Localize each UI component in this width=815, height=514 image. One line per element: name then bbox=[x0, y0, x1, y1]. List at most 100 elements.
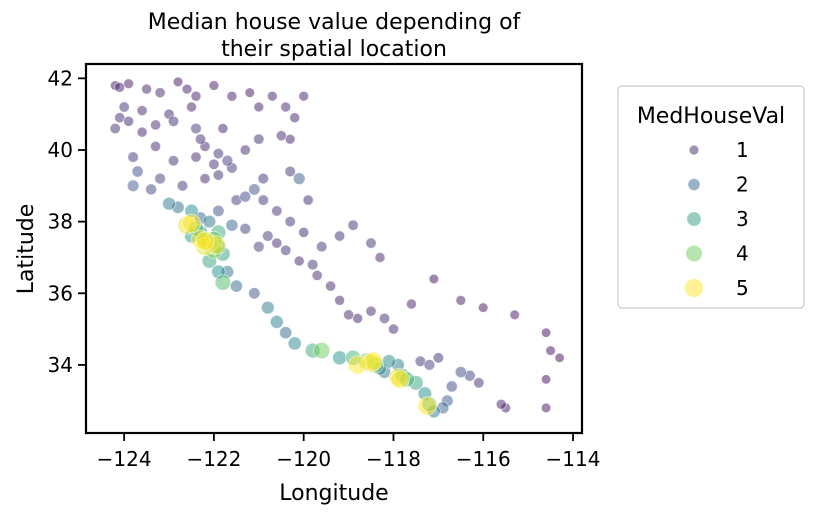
data-point bbox=[244, 87, 256, 98]
y-tick-label: 42 bbox=[48, 66, 73, 90]
data-point bbox=[212, 169, 224, 181]
data-point bbox=[181, 213, 202, 233]
data-point bbox=[284, 165, 296, 178]
data-point bbox=[289, 112, 301, 124]
data-point bbox=[432, 352, 444, 364]
data-point bbox=[208, 158, 220, 170]
data-point bbox=[280, 101, 292, 113]
data-points bbox=[109, 76, 565, 419]
data-point bbox=[167, 155, 180, 167]
data-point bbox=[145, 183, 158, 196]
data-point bbox=[454, 366, 467, 379]
data-point bbox=[545, 345, 556, 356]
data-point bbox=[212, 204, 225, 217]
data-point bbox=[313, 341, 331, 360]
data-point bbox=[195, 231, 215, 251]
data-point bbox=[217, 123, 229, 134]
data-point bbox=[176, 180, 189, 192]
data-point bbox=[293, 255, 305, 267]
data-point bbox=[266, 90, 278, 102]
data-point bbox=[445, 380, 458, 393]
data-point bbox=[208, 80, 220, 91]
data-point bbox=[253, 101, 265, 113]
data-point bbox=[229, 279, 243, 293]
data-point bbox=[540, 402, 552, 414]
data-point bbox=[405, 298, 417, 310]
legend-label: 5 bbox=[736, 276, 749, 300]
chart-title-line-1: Median house value depending of bbox=[148, 10, 522, 35]
data-point bbox=[239, 190, 252, 203]
data-point bbox=[332, 350, 348, 366]
legend-label: 4 bbox=[736, 242, 749, 266]
x-axis-label: Longitude bbox=[279, 481, 388, 506]
data-point bbox=[275, 130, 287, 142]
data-point bbox=[387, 323, 399, 335]
data-point bbox=[455, 295, 467, 306]
data-point bbox=[221, 154, 234, 167]
data-point bbox=[194, 133, 207, 145]
legend-items: 1 2 3 4 5 bbox=[684, 138, 749, 300]
legend-label: 3 bbox=[736, 207, 749, 231]
data-point bbox=[365, 305, 377, 317]
x-tick-label: −116 bbox=[456, 447, 511, 471]
data-point bbox=[190, 122, 202, 135]
x-tick-label: −122 bbox=[186, 447, 241, 471]
data-point bbox=[316, 240, 328, 253]
data-point bbox=[495, 398, 507, 410]
data-point bbox=[381, 354, 397, 369]
data-point bbox=[307, 258, 319, 271]
data-point bbox=[298, 90, 310, 102]
data-point bbox=[333, 230, 346, 242]
legend-marker bbox=[688, 178, 700, 191]
x-tick-label: −114 bbox=[546, 447, 601, 471]
y-tick-label: 34 bbox=[48, 353, 73, 377]
data-point bbox=[248, 287, 261, 300]
legend-label: 2 bbox=[736, 173, 749, 197]
data-point bbox=[374, 252, 386, 263]
chart-title-line-2: their spatial location bbox=[221, 37, 447, 62]
x-tick-label: −124 bbox=[97, 447, 152, 471]
data-point bbox=[109, 122, 121, 135]
data-point bbox=[150, 119, 162, 131]
data-point bbox=[509, 309, 520, 321]
data-point bbox=[262, 230, 274, 242]
data-point bbox=[123, 78, 134, 89]
data-point bbox=[190, 151, 202, 163]
data-point bbox=[428, 273, 440, 285]
legend-box bbox=[617, 85, 805, 309]
data-point bbox=[352, 312, 364, 324]
data-point bbox=[150, 140, 162, 152]
data-point bbox=[363, 351, 383, 371]
data-point bbox=[123, 115, 135, 127]
legend-marker bbox=[686, 245, 702, 262]
data-point bbox=[540, 374, 552, 385]
y-axis-label: Latitude bbox=[14, 204, 39, 295]
data-point bbox=[279, 326, 293, 340]
data-point bbox=[114, 81, 126, 93]
legend-marker bbox=[684, 278, 704, 298]
data-point bbox=[239, 223, 252, 235]
data-point bbox=[154, 172, 166, 185]
data-point bbox=[347, 219, 359, 231]
data-point bbox=[167, 115, 180, 127]
data-point bbox=[417, 396, 437, 416]
legend-marker bbox=[689, 145, 699, 155]
data-point bbox=[473, 377, 485, 389]
data-point bbox=[540, 327, 552, 338]
data-point bbox=[172, 76, 184, 88]
legend: MedHouseVal 1 2 3 4 5 bbox=[617, 85, 805, 309]
y-tick-label: 40 bbox=[48, 138, 73, 162]
data-point bbox=[190, 90, 202, 102]
data-point bbox=[225, 218, 239, 232]
data-point bbox=[271, 237, 283, 249]
data-point bbox=[154, 87, 166, 99]
data-point bbox=[260, 300, 275, 315]
data-point bbox=[378, 312, 391, 324]
chart-title: Median house value depending of their sp… bbox=[148, 10, 522, 62]
x-tick-label: −120 bbox=[276, 447, 331, 471]
data-point bbox=[257, 172, 270, 185]
data-point bbox=[390, 369, 410, 389]
data-point bbox=[334, 294, 346, 306]
data-point bbox=[478, 302, 489, 313]
data-point bbox=[298, 226, 310, 238]
